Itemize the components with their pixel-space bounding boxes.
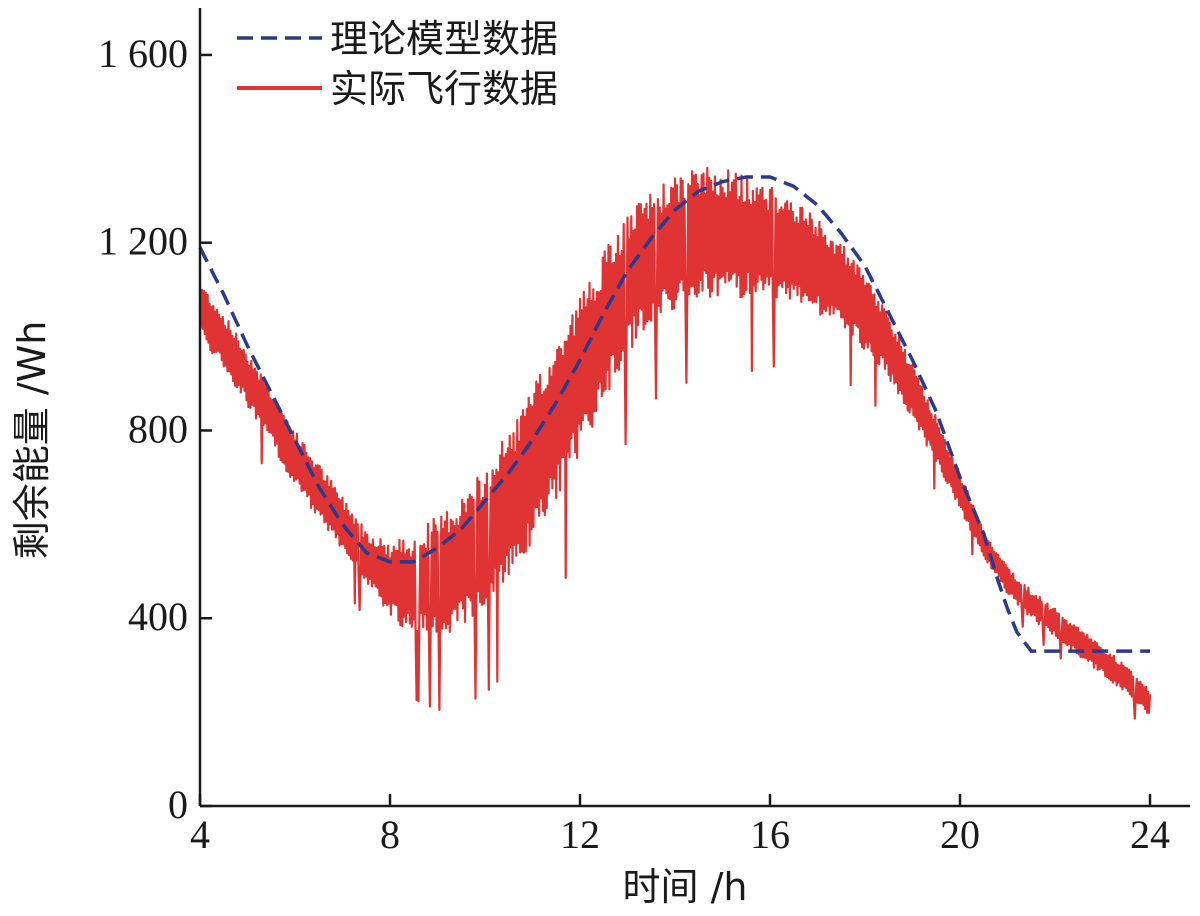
x-tick-label: 16 [750, 812, 790, 857]
actual-flight-series [198, 166, 1152, 720]
legend-entry-actual: 实际飞行数据 [237, 67, 558, 111]
actual-flight-series-line [198, 166, 1152, 720]
legend-label-theoretical: 理论模型数据 [330, 17, 558, 61]
x-tick-label: 4 [190, 812, 210, 857]
theoretical-model-series-line [198, 175, 1150, 653]
y-axis-title: 剩余能量 /Wh [10, 321, 54, 560]
x-tick-label: 20 [940, 812, 980, 857]
x-tick-label: 12 [560, 812, 600, 857]
x-axis-title: 时间 /h [623, 865, 748, 909]
legend-label-actual: 实际飞行数据 [330, 67, 558, 111]
x-tick-label: 24 [1130, 812, 1170, 857]
y-tick-label: 1 600 [98, 31, 188, 76]
legend: 理论模型数据 实际飞行数据 [237, 17, 558, 111]
y-tick-label: 1 200 [98, 219, 188, 264]
plot-area [198, 166, 1152, 720]
y-tick-label: 0 [168, 782, 188, 827]
y-tick-label: 400 [128, 594, 188, 639]
y-ticks: 0 400 800 1 200 1 600 [98, 31, 212, 827]
y-tick-label: 800 [128, 406, 188, 451]
legend-entry-theoretical: 理论模型数据 [237, 17, 558, 61]
x-tick-label: 8 [380, 812, 400, 857]
x-ticks: 4 8 12 16 20 24 [190, 794, 1170, 857]
